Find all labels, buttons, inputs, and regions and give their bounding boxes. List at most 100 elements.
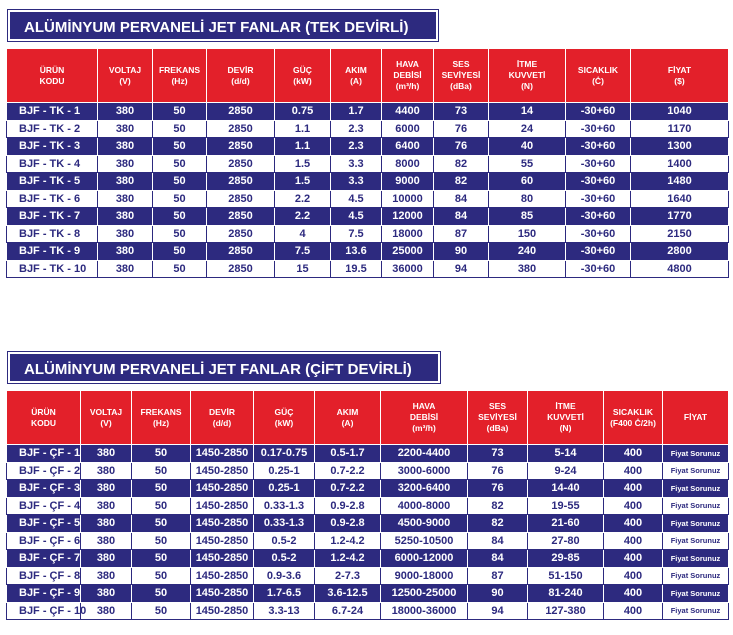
cell: 73 (433, 102, 489, 121)
cell: 380 (80, 549, 132, 568)
header-line: SEVİYESİ (441, 70, 481, 80)
cell: 6400 (381, 137, 434, 156)
cell: 7.5 (274, 242, 331, 261)
column-header: AKIM (A) (314, 390, 381, 445)
column-header: SES SEVİYESİ (dBa) (433, 48, 489, 103)
cell: 50 (131, 444, 191, 463)
cell: 21-60 (527, 514, 604, 533)
cell: 2850 (206, 224, 275, 243)
product-code: BJF - ÇF - 9 (6, 584, 81, 603)
cell: 1040 (630, 102, 729, 121)
column-header: DEVİR (d/d) (190, 390, 254, 445)
product-code: BJF - ÇF - 4 (6, 496, 81, 515)
column-header: FİYAT (662, 390, 729, 445)
cell: 0.5-1.7 (314, 444, 381, 463)
cell: -30+60 (565, 172, 631, 191)
cell: 380 (80, 601, 132, 620)
cell: 2850 (206, 119, 275, 138)
product-code: BJF - TK - 4 (6, 154, 98, 173)
cell: 50 (131, 566, 191, 585)
cell: 0.9-2.8 (314, 514, 381, 533)
header-row: ÜRÜN KODU VOLTAJ (V) FREKANS (Hz) DEVİR (d/d) GÜ… (6, 390, 729, 445)
cell: 2850 (206, 137, 275, 156)
table-row: BJF - TK - 5 380 50 2850 1.5 3.3 9000 82 60 -30+6… (6, 172, 729, 191)
column-header: FİYAT ($) (630, 48, 729, 103)
cell: 10000 (381, 189, 434, 208)
cell: 76 (467, 461, 528, 480)
cell: 6000 (381, 119, 434, 138)
cell: 60 (488, 172, 566, 191)
header-line: VOLTAJ (108, 64, 142, 75)
cell: Fiyat Sorunuz (662, 531, 729, 550)
column-header: AKIM (A) (330, 48, 382, 103)
header-line: DEBİSİ (409, 412, 439, 422)
cell: 400 (603, 531, 663, 550)
cell: 0.7-2.2 (314, 479, 381, 498)
header-line: (Hz) (152, 417, 170, 428)
cell: 76 (433, 119, 489, 138)
header-row: ÜRÜN KODU VOLTAJ (V) FREKANS (Hz) DEVİR (d/d) GÜ… (6, 48, 729, 103)
cell: 76 (467, 479, 528, 498)
table-row: BJF - TK - 4 380 50 2850 1.5 3.3 8000 82 55 -30+6… (6, 154, 729, 173)
product-code: BJF - TK - 7 (6, 207, 98, 226)
column-header: FREKANS (Hz) (131, 390, 191, 445)
cell: 1.5 (274, 154, 331, 173)
cell: 1.7-6.5 (253, 584, 315, 603)
cell: 2150 (630, 224, 729, 243)
cell: 1450-2850 (190, 496, 254, 515)
product-code: BJF - ÇF - 10 (6, 601, 86, 620)
cell: 150 (488, 224, 566, 243)
cell: 0.25-1 (253, 479, 315, 498)
cell: 380 (80, 531, 132, 550)
cell: -30+60 (565, 154, 631, 173)
cell: 2.3 (330, 137, 382, 156)
cell: 4.5 (330, 207, 382, 226)
cell: 380 (80, 444, 132, 463)
cell: 400 (603, 566, 663, 585)
cell: Fiyat Sorunuz (662, 479, 729, 498)
cell: 2850 (206, 189, 275, 208)
header-line: (F400 C̊/2h) (610, 417, 656, 428)
cell: 94 (433, 259, 489, 278)
product-code: BJF - ÇF - 6 (6, 531, 81, 550)
column-header: İTME KUVVETİ (N) (527, 390, 604, 445)
cell: 380 (97, 172, 153, 191)
cell: 84 (433, 189, 489, 208)
header-line: GÜÇ (274, 406, 294, 417)
header-line: FİYAT (667, 64, 692, 75)
cell: 1.2-4.2 (314, 549, 381, 568)
header-line: DEVİR (209, 406, 235, 417)
cell: 15 (274, 259, 331, 278)
header-line: KUVVETİ (547, 412, 584, 422)
cell: 1300 (630, 137, 729, 156)
product-code: BJF - TK - 10 (6, 259, 98, 278)
column-header: VOLTAJ (V) (97, 48, 153, 103)
cell: 400 (603, 461, 663, 480)
table-row: BJF - ÇF - 7 380 50 1450-2850 0.5-2 1.2-4.2 60… (6, 549, 729, 568)
cell: 1.1 (274, 137, 331, 156)
header-line: İTME (516, 59, 538, 69)
cell: 87 (433, 224, 489, 243)
cell: -30+60 (565, 102, 631, 121)
cell: 400 (603, 479, 663, 498)
cell: 2850 (206, 172, 275, 191)
header-line: (m³/h) (395, 81, 420, 91)
cell: 380 (97, 189, 153, 208)
cell: Fiyat Sorunuz (662, 549, 729, 568)
cell: 1640 (630, 189, 729, 208)
cell: 13.6 (330, 242, 382, 261)
column-header: DEVİR (d/d) (206, 48, 275, 103)
table-row: BJF - ÇF - 10 380 50 1450-2850 3.3-13 6.7-24 1… (6, 601, 729, 620)
header-line: (C̊) (592, 75, 604, 86)
product-code: BJF - ÇF - 8 (6, 566, 81, 585)
cell: 400 (603, 549, 663, 568)
cell: 7.5 (330, 224, 382, 243)
cell: 2200-4400 (380, 444, 468, 463)
cell: 29-85 (527, 549, 604, 568)
header-line: SICAKLIK (612, 406, 654, 417)
cell: 27-80 (527, 531, 604, 550)
section-title: ALÜMİNYUM PERVANELİ JET FANLAR (ÇİFT DEV… (7, 351, 441, 384)
header-line: (dBa) (486, 423, 509, 433)
table-row: BJF - ÇF - 4 380 50 1450-2850 0.33-1.3 0.9-2.… (6, 496, 729, 515)
